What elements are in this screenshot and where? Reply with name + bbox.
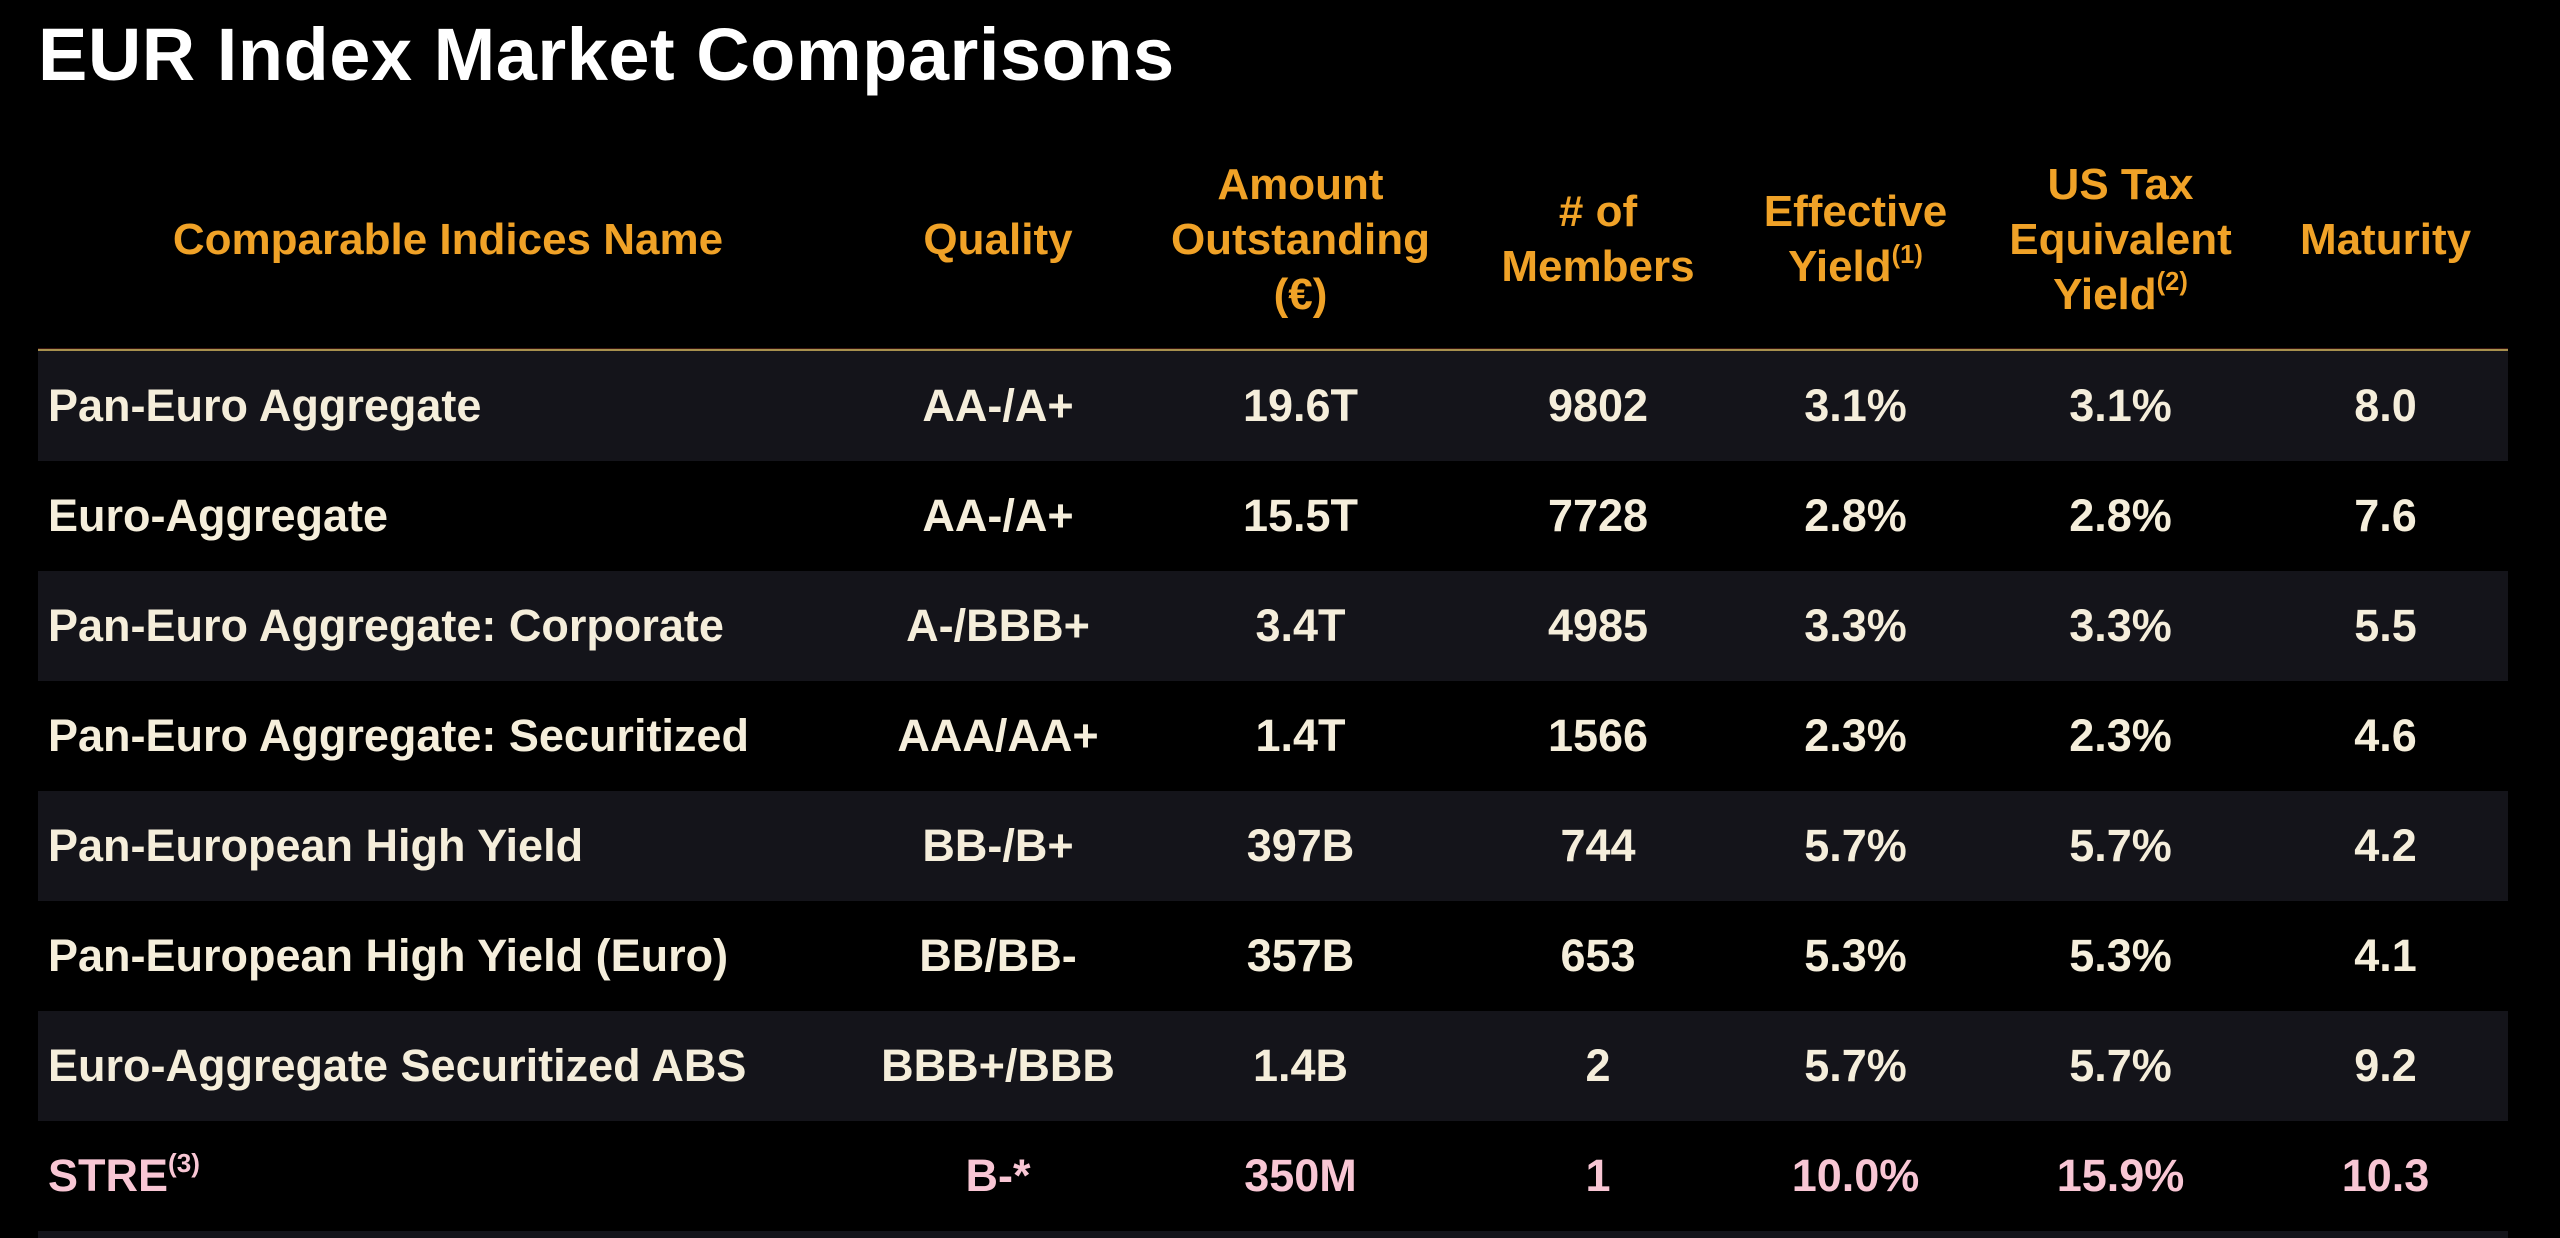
us-tax-equivalent-yield-cell: 3.1% [2069,380,2172,431]
us-tax-equivalent-yield-cell: 15.9% [2056,1150,2185,1201]
members-cell: 1 [1585,1150,1611,1201]
maturity-cell: 9.2 [2354,1040,2417,1091]
us-tax-equivalent-yield-cell: 3.3% [2069,600,2172,651]
table-row: STRE(3) B-* 350M 1 10.0% 15.9% 10.3 [38,1121,2508,1231]
effective-yield-cell: 3.3% [1804,600,1907,651]
quality-cell: A-/BBB+ [906,600,1090,651]
column-header-amount-outstanding: Amount Outstanding (€) [1170,159,1431,319]
maturity-cell: 5.5 [2354,600,2417,651]
effective-yield-cell: 5.7% [1804,1040,1907,1091]
index-name-cell: STRE(3) [48,1148,200,1201]
quality-cell: AA-/A+ [922,490,1074,541]
members-cell: 744 [1560,820,1636,871]
table-row: Euro-Aggregate Securitized ABS BBB+/BBB … [38,1011,2508,1121]
table-header: Comparable Indices Name Quality Amount O… [38,130,2508,348]
members-cell: 4985 [1547,600,1649,651]
index-name-cell: Pan-European High Yield [48,820,584,871]
footnote-marker-2: (2) [2156,268,2188,297]
table-row: Pan-Euro Aggregate: Corporate A-/BBB+ 3.… [38,571,2508,681]
us-tax-equivalent-yield-cell: 2.8% [2069,490,2172,541]
partial-row-strip [38,1231,2508,1238]
quality-cell: B-* [965,1150,1031,1201]
index-name-cell: Pan-Euro Aggregate [48,380,482,431]
index-name-cell: Euro-Aggregate Securitized ABS [48,1040,747,1091]
quality-cell: AA-/A+ [922,380,1074,431]
effective-yield-cell: 2.8% [1804,490,1907,541]
members-cell: 9802 [1547,380,1649,431]
column-header-effective-yield: Effective Yield(1) [1763,187,1948,291]
members-cell: 1566 [1547,710,1649,761]
effective-yield-cell: 5.3% [1804,930,1907,981]
us-tax-equivalent-yield-cell: 5.3% [2069,930,2172,981]
maturity-cell: 4.1 [2354,930,2417,981]
members-cell: 2 [1585,1040,1611,1091]
index-name-cell: Euro-Aggregate [48,490,389,541]
maturity-cell: 7.6 [2354,490,2417,541]
index-name-cell: Pan-Euro Aggregate: Securitized [48,710,749,761]
effective-yield-cell: 10.0% [1791,1150,1920,1201]
maturity-cell: 10.3 [2341,1150,2430,1201]
amount-outstanding-cell: 19.6T [1242,380,1359,431]
quality-cell: BB-/B+ [922,820,1074,871]
maturity-cell: 4.6 [2354,710,2417,761]
us-tax-equivalent-yield-cell: 2.3% [2069,710,2172,761]
column-header-us-tax-equivalent-yield: US Tax Equivalent Yield(2) [2009,159,2232,319]
amount-outstanding-cell: 3.4T [1255,600,1346,651]
quality-cell: BBB+/BBB [881,1040,1115,1091]
column-header-name: Comparable Indices Name [172,214,724,264]
footnote-marker-1: (1) [1891,240,1923,269]
table-row: Pan-Euro Aggregate AA-/A+ 19.6T 9802 3.1… [38,351,2508,461]
table-row: Euro-Aggregate AA-/A+ 15.5T 7728 2.8% 2.… [38,461,2508,571]
maturity-cell: 4.2 [2354,820,2417,871]
index-name-cell: Pan-European High Yield (Euro) [48,930,729,981]
column-header-maturity: Maturity [2299,214,2472,264]
column-header-quality: Quality [923,214,1073,264]
table-row: Pan-European High Yield BB-/B+ 397B 744 … [38,791,2508,901]
footnote-marker-3: (3) [168,1148,200,1179]
effective-yield-cell: 3.1% [1804,380,1907,431]
members-cell: 7728 [1547,490,1649,541]
amount-outstanding-cell: 1.4T [1255,710,1346,761]
table-body: Pan-Euro Aggregate AA-/A+ 19.6T 9802 3.1… [38,351,2508,1231]
effective-yield-cell: 5.7% [1804,820,1907,871]
amount-outstanding-cell: 397B [1246,820,1355,871]
table-row: Pan-Euro Aggregate: Securitized AAA/AA+ … [38,681,2508,791]
table-row: Pan-European High Yield (Euro) BB/BB- 35… [38,901,2508,1011]
header-divider [38,348,2508,352]
us-tax-equivalent-yield-cell: 5.7% [2069,1040,2172,1091]
amount-outstanding-cell: 350M [1244,1150,1357,1201]
amount-outstanding-cell: 15.5T [1242,490,1359,541]
members-cell: 653 [1560,930,1636,981]
maturity-cell: 8.0 [2354,380,2417,431]
quality-cell: AAA/AA+ [897,710,1099,761]
quality-cell: BB/BB- [919,930,1077,981]
index-name-cell: Pan-Euro Aggregate: Corporate [48,600,724,651]
us-tax-equivalent-yield-cell: 5.7% [2069,820,2172,871]
amount-outstanding-cell: 1.4B [1252,1040,1349,1091]
column-header-members: # of Members [1501,187,1695,291]
effective-yield-cell: 2.3% [1804,710,1907,761]
page-title: EUR Index Market Comparisons [38,13,1175,96]
amount-outstanding-cell: 357B [1246,930,1355,981]
